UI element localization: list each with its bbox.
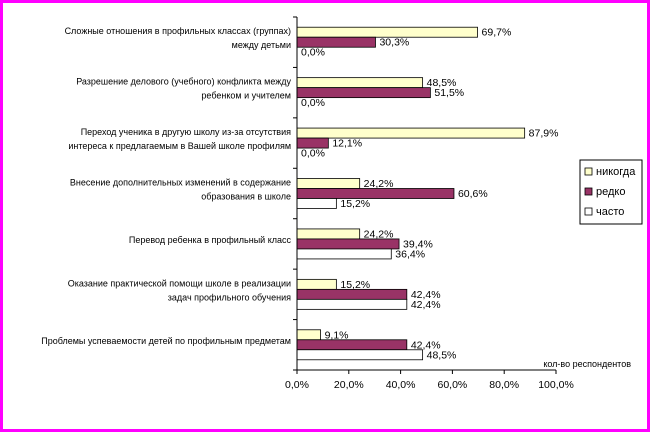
value-label-редко-3: 12,1% bbox=[332, 138, 362, 150]
value-label-редко-1: 30,3% bbox=[379, 37, 409, 49]
bar-редко-6 bbox=[296, 288, 408, 300]
x-tick-label-4: 60,0% bbox=[438, 379, 468, 391]
bar-никогда-6 bbox=[296, 278, 337, 290]
x-tick-label-3: 40,0% bbox=[386, 379, 416, 391]
bar-никогда-5 bbox=[296, 228, 361, 240]
legend-label-редко: редко bbox=[596, 186, 625, 198]
value-label-часто-7: 48,5% bbox=[427, 349, 457, 361]
legend-label-никогда: никогда bbox=[596, 166, 636, 178]
bar-часто-6 bbox=[296, 298, 408, 310]
value-label-редко-2: 51,5% bbox=[434, 87, 464, 99]
value-label-никогда-7: 9,1% bbox=[325, 329, 349, 341]
category-label-1-line1: Сложные отношения в профильных классах (… bbox=[65, 26, 291, 36]
category-label-1-line2: между детьми bbox=[232, 40, 291, 50]
value-label-часто-4: 15,2% bbox=[340, 198, 370, 210]
category-label-3-line2: интереса к предлагаемым в Вашей школе пр… bbox=[68, 141, 291, 151]
value-label-никогда-6: 15,2% bbox=[340, 279, 370, 291]
x-tick-label-1: 0,0% bbox=[285, 379, 309, 391]
value-label-редко-7: 42,4% bbox=[411, 339, 441, 351]
bar-никогда-3 bbox=[296, 127, 526, 139]
value-label-никогда-1: 69,7% bbox=[482, 27, 512, 39]
legend-swatch-редко bbox=[584, 187, 593, 196]
bar-никогда-1 bbox=[296, 26, 478, 38]
value-label-часто-6: 42,4% bbox=[411, 299, 441, 311]
category-label-4-line1: Внесение дополнительных изменений в соде… bbox=[70, 178, 291, 188]
value-label-часто-2: 0,0% bbox=[301, 97, 325, 109]
bar-редко-7 bbox=[296, 339, 408, 351]
value-label-никогда-5: 24,2% bbox=[364, 228, 394, 240]
category-label-4-line2: образования в школе bbox=[201, 192, 291, 202]
bar-chart: 69,7% 30,3% 0,0% Сложные отношения в профил… bbox=[41, 16, 643, 391]
value-label-часто-5: 36,4% bbox=[395, 248, 425, 260]
x-tick-label-2: 20,0% bbox=[334, 379, 364, 391]
bar-редко-1 bbox=[296, 36, 376, 48]
category-label-7: Проблемы успеваемости детей по профильны… bbox=[41, 336, 291, 346]
bar-редко-5 bbox=[296, 238, 400, 250]
category-label-6-line1: Оказание практической помощи школе в реа… bbox=[68, 278, 291, 288]
bar-часто-7 bbox=[296, 349, 424, 361]
value-label-никогда-4: 24,2% bbox=[364, 178, 394, 190]
value-label-редко-5: 39,4% bbox=[403, 238, 433, 250]
category-label-2-line1: Разрешение делового (учебного) конфликта… bbox=[76, 77, 291, 87]
category-label-3-line1: Переход ученика в другую школу из-за отс… bbox=[81, 127, 291, 137]
value-label-редко-4: 60,6% bbox=[458, 188, 488, 200]
legend-label-часто: часто bbox=[596, 206, 624, 218]
value-label-никогда-2: 48,5% bbox=[427, 77, 457, 89]
value-label-никогда-3: 87,9% bbox=[529, 128, 559, 140]
x-axis-title: кол-во респондентов bbox=[543, 359, 631, 369]
value-label-часто-1: 0,0% bbox=[301, 47, 325, 59]
category-label-6-line2: задач профильного обучения bbox=[168, 292, 291, 302]
x-tick-label-5: 80,0% bbox=[489, 379, 519, 391]
value-label-редко-6: 42,4% bbox=[411, 289, 441, 301]
bar-никогда-4 bbox=[296, 178, 361, 189]
bar-никогда-7 bbox=[296, 329, 321, 341]
value-label-часто-3: 0,0% bbox=[301, 148, 325, 160]
bar-редко-2 bbox=[296, 87, 431, 99]
bar-редко-4 bbox=[296, 188, 455, 199]
bar-часто-5 bbox=[296, 248, 392, 260]
legend-swatch-никогда bbox=[584, 167, 593, 176]
bar-часто-4 bbox=[296, 198, 337, 209]
category-label-2-line2: ребенком и учителем bbox=[201, 91, 291, 101]
x-tick-label-6: 100,0% bbox=[538, 379, 574, 391]
category-label-5: Перевод ребенка в профильный класс bbox=[129, 235, 292, 245]
bar-редко-3 bbox=[296, 137, 329, 149]
legend-swatch-часто bbox=[584, 207, 593, 216]
bar-никогда-2 bbox=[296, 77, 424, 89]
